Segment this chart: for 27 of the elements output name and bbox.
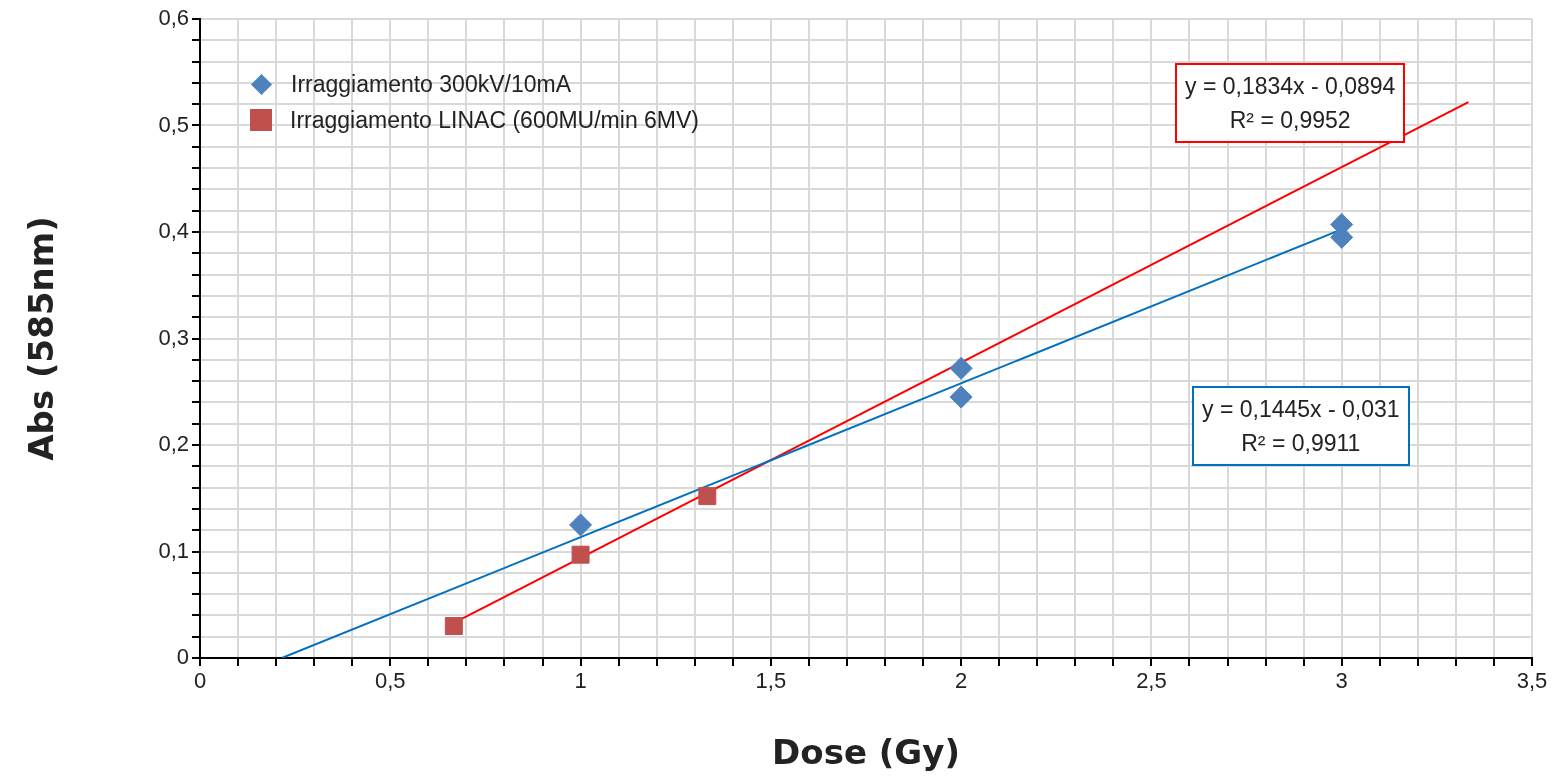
y-tick-label: 0,5 [158, 111, 189, 137]
y-tick-label: 0,2 [158, 431, 189, 457]
x-tick-label: 3,5 [1516, 668, 1548, 694]
x-tick-label: 1 [574, 668, 587, 694]
y-tick-label: 0,1 [158, 537, 189, 563]
legend-label: Irraggiamento 300kV/10mA [291, 70, 571, 98]
point [571, 545, 590, 564]
point [698, 487, 717, 506]
legend-label: Irraggiamento LINAC (600MU/min 6MV) [290, 106, 700, 134]
annotation: y = 0,1834x - 0,0894 R² = 0,9952 [1175, 63, 1406, 143]
x-tick-label: 2 [955, 668, 968, 694]
x-tick-label: 0 [193, 668, 207, 694]
y-tick-label: 0,3 [158, 324, 189, 350]
y-tick-label: 0,6 [158, 5, 189, 31]
x-tick-label: 2,5 [1136, 668, 1167, 694]
x-tick-label: 1,5 [755, 668, 787, 694]
x-axis-title: Dose (Gy) [772, 732, 960, 773]
y-tick-label: 0 [176, 644, 189, 670]
x-tick-label: 3 [1335, 668, 1348, 694]
y-axis-title: Abs (585nm) [21, 216, 62, 461]
point [949, 385, 973, 409]
annotation: y = 0,1445x - 0,031 R² = 0,9911 [1192, 386, 1410, 466]
point [949, 356, 973, 380]
x-tick-label: 0,5 [374, 668, 406, 694]
point [569, 513, 593, 537]
point [444, 617, 463, 636]
y-tick-label: 0,4 [158, 218, 189, 244]
